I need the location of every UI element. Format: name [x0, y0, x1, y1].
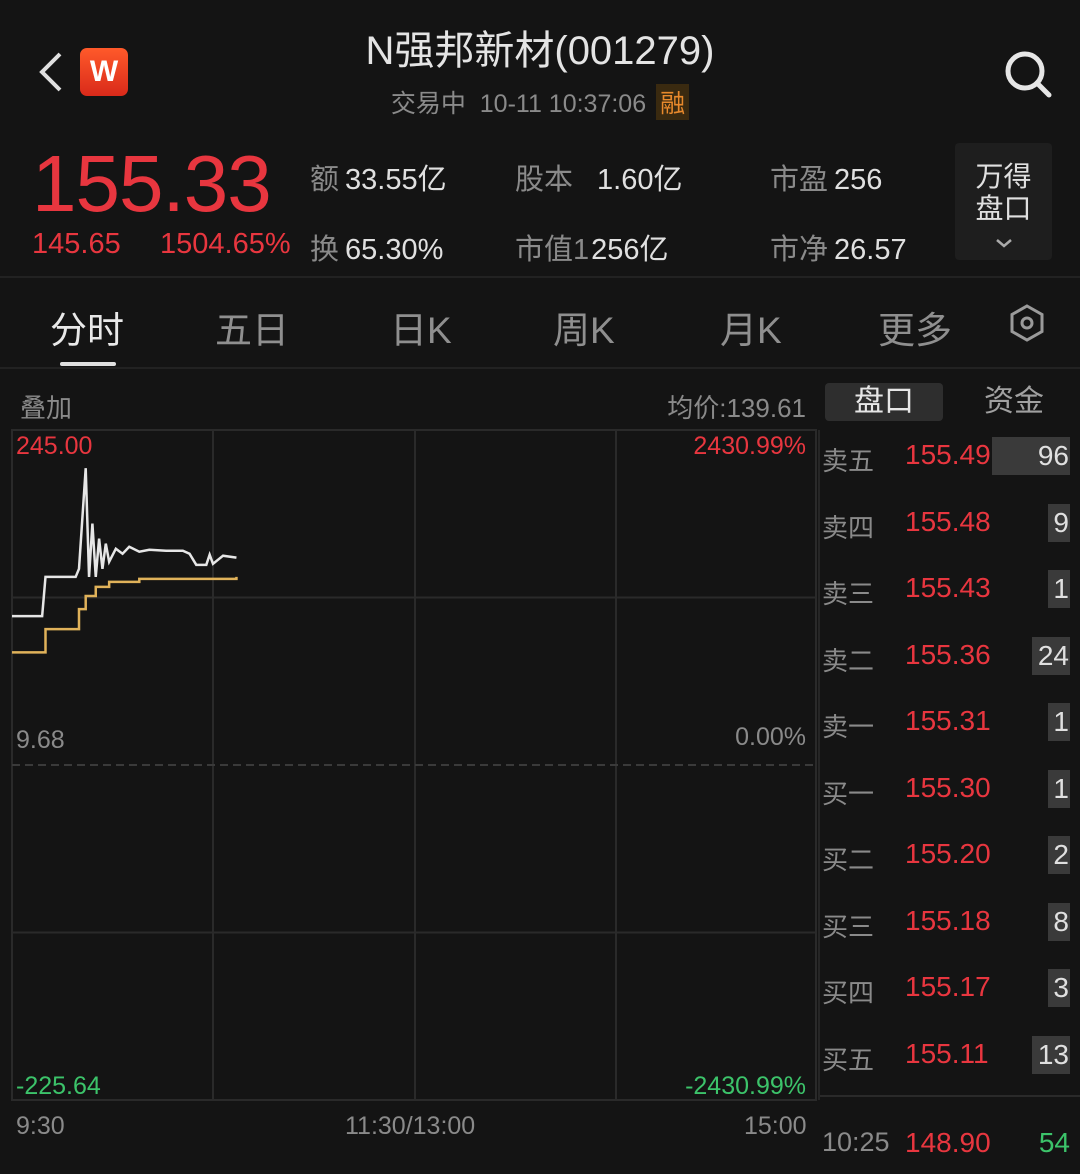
stat-turnover: 换 65.30%: [310, 234, 444, 266]
trade-price: 148.90: [905, 1127, 991, 1158]
x-label-end: 15:00: [744, 1112, 807, 1140]
orderbook-row: 卖三 155.43 1: [820, 570, 1080, 610]
orderbook-row: 卖四 155.48 9: [820, 503, 1080, 544]
orderbook-row: 卖二 155.36 24: [820, 636, 1080, 677]
level-price: 155.43: [905, 572, 991, 603]
stat-amount: 额 33.55亿: [310, 164, 447, 196]
level-price: 155.49: [905, 439, 991, 470]
trade-volume: 54: [1038, 1127, 1070, 1158]
orderbook-row: 买三 155.18 8: [820, 902, 1080, 943]
level-volume: 13: [1032, 1035, 1070, 1074]
level-volume: 96: [992, 437, 1070, 475]
orderbook-row: 买一 155.30 1: [820, 769, 1080, 810]
orderbook-row: 买二 155.20 2: [820, 836, 1080, 876]
level-label: 卖四: [822, 512, 875, 543]
chart-grid: [11, 429, 817, 1101]
level-price: 155.48: [905, 505, 991, 537]
last-price: 155.33: [32, 139, 272, 228]
stock-title: N强邦新材(001279): [365, 29, 715, 73]
trade-time: 10:25: [822, 1127, 890, 1157]
overlay-button[interactable]: 叠加: [20, 393, 73, 423]
chevron-down-icon: [995, 239, 1012, 248]
level-label: 买四: [822, 978, 875, 1008]
level-price: 155.31: [905, 705, 991, 736]
y-left-bottom: -225.64: [16, 1072, 101, 1100]
level-volume: 1: [1048, 570, 1070, 608]
wind-orderbook-button[interactable]: 万得 盘口: [955, 143, 1052, 260]
price-change: 145.65: [32, 228, 121, 260]
stat-pe: 市盈 256: [770, 164, 883, 196]
tab-weekly-k[interactable]: 周K: [553, 310, 615, 351]
y-right-top: 2430.99%: [693, 432, 806, 460]
y-right-bottom: -2430.99%: [685, 1072, 806, 1100]
level-volume: 8: [1048, 902, 1070, 941]
intraday-chart[interactable]: [0, 0, 820, 1174]
stat-shares: 股本 1.60亿: [515, 164, 683, 196]
stat-market-cap: 市值1256亿: [515, 234, 669, 266]
price-line: [12, 468, 237, 618]
level-label: 卖一: [822, 712, 875, 742]
orderbook-row: 卖一 155.31 1: [820, 703, 1080, 743]
level-volume: 1: [1048, 769, 1070, 808]
settings-hexagon-icon[interactable]: [1008, 303, 1046, 343]
tab-intraday[interactable]: 分时: [50, 310, 124, 351]
margin-badge: 融: [656, 84, 690, 120]
level-price: 155.20: [905, 838, 991, 869]
wind-logo[interactable]: W: [80, 48, 128, 96]
level-volume: 2: [1048, 836, 1070, 874]
price-change-pct: 1504.65%: [160, 228, 291, 260]
x-label-start: 9:30: [16, 1112, 65, 1140]
orderbook-row: 买四 155.17 3: [820, 969, 1080, 1009]
orderbook-row: 卖五 155.49 96: [820, 437, 1080, 477]
orderbook-row: 买五 155.11 13: [820, 1035, 1080, 1076]
trade-status-line: 交易中 10-11 10:37:06 融: [0, 84, 1080, 120]
y-left-top: 245.00: [16, 432, 93, 460]
level-volume: 3: [1048, 969, 1070, 1007]
trading-status: 交易中: [390, 90, 466, 118]
timestamp: 10-11 10:37:06: [479, 90, 647, 118]
level-label: 卖五: [822, 446, 875, 476]
back-chevron-icon[interactable]: [34, 50, 68, 94]
active-tab-indicator: [60, 362, 116, 366]
stat-pb: 市净 26.57: [770, 234, 907, 266]
level-volume: 24: [1032, 636, 1070, 675]
level-price: 155.11: [905, 1037, 989, 1069]
tab-orderbook[interactable]: 盘口: [825, 383, 943, 421]
recent-trade-row: 10:25 148.90 54: [820, 1125, 1080, 1165]
level-label: 买一: [822, 778, 875, 809]
order-book-panel: 盘口 资金 卖五 155.49 96 卖四 155.48 9 卖三 155.43 1 卖二 155.…: [820, 375, 1080, 1165]
level-label: 买二: [822, 845, 875, 875]
search-icon[interactable]: [1002, 48, 1054, 100]
tab-monthly-k[interactable]: 月K: [720, 310, 782, 351]
y-right-mid: 0.00%: [735, 723, 806, 751]
level-price: 155.17: [905, 971, 991, 1002]
level-label: 卖二: [822, 645, 875, 676]
level-label: 卖三: [822, 579, 875, 609]
tab-capital-flow[interactable]: 资金: [984, 385, 1044, 418]
level-price: 155.18: [905, 904, 991, 936]
tab-daily-k[interactable]: 日K: [390, 310, 452, 351]
avg-price-label: 均价:139.61: [667, 393, 806, 423]
level-price: 155.36: [905, 638, 991, 670]
x-label-mid: 11:30/13:00: [345, 1112, 476, 1140]
level-label: 买三: [822, 911, 875, 942]
level-label: 买五: [822, 1044, 875, 1075]
average-price-line: [12, 576, 238, 654]
tab-five-day[interactable]: 五日: [215, 310, 289, 351]
tab-more[interactable]: 更多: [878, 310, 952, 351]
level-price: 155.30: [905, 771, 991, 803]
level-volume: 9: [1048, 503, 1070, 542]
y-left-mid: 9.68: [16, 726, 65, 754]
level-volume: 1: [1048, 703, 1070, 741]
